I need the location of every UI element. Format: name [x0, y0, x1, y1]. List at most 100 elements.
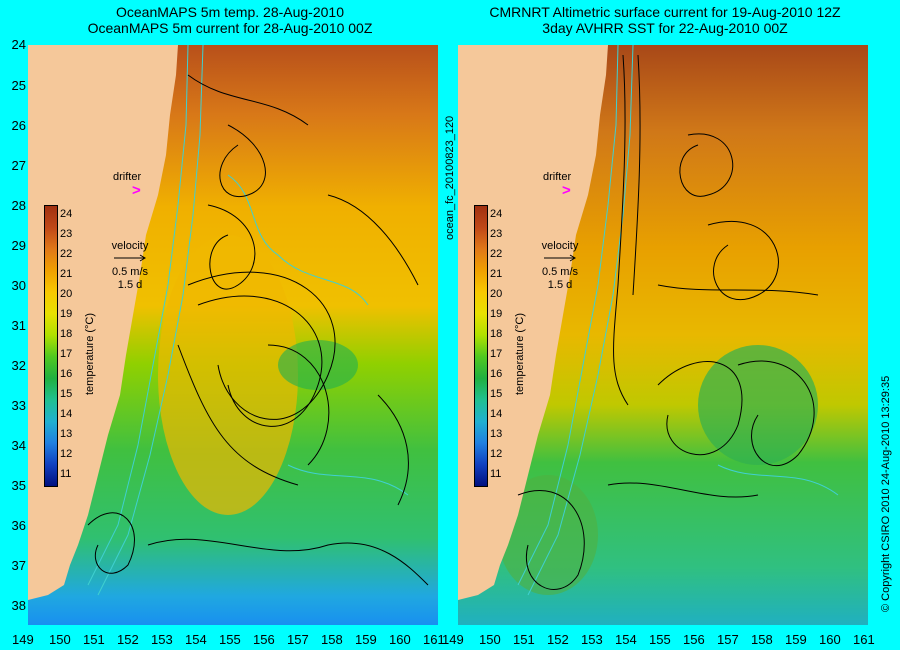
lat-label: 36 — [11, 518, 26, 533]
cbar-tick: 16 — [60, 368, 73, 380]
lat-label: 31 — [11, 318, 26, 333]
right-map-panel — [458, 45, 868, 625]
lat-label: 24 — [11, 37, 26, 52]
lat-label: 35 — [11, 478, 26, 493]
cold-eddy-south — [498, 475, 598, 595]
lat-label: 37 — [11, 558, 26, 573]
cbar-tick: 16 — [490, 368, 503, 380]
lon-label: 158 — [751, 632, 773, 647]
cbar-tick: 18 — [60, 328, 73, 340]
right-colorbar — [474, 205, 488, 487]
lon-label: 159 — [355, 632, 377, 647]
lon-label: 151 — [83, 632, 105, 647]
cbar-tick: 21 — [490, 268, 503, 280]
cbar-tick: 23 — [60, 228, 73, 240]
lon-label: 155 — [649, 632, 671, 647]
cbar-tick: 14 — [60, 408, 73, 420]
lon-label: 149 — [442, 632, 464, 647]
cbar-tick: 17 — [490, 348, 503, 360]
lon-label: 150 — [49, 632, 71, 647]
right-map-svg — [458, 45, 868, 625]
bathymetry-contours — [517, 45, 839, 596]
bathymetry-contours — [87, 45, 409, 596]
cbar-tick: 23 — [490, 228, 503, 240]
lat-label: 27 — [11, 158, 26, 173]
lon-label: 154 — [185, 632, 207, 647]
velocity-speed: 0.5 m/s — [541, 266, 579, 278]
lon-label: 150 — [479, 632, 501, 647]
right-title-line2: 3day AVHRR SST for 22-Aug-2010 00Z — [542, 20, 788, 36]
cbar-tick: 20 — [490, 288, 503, 300]
lon-label: 158 — [321, 632, 343, 647]
cbar-tick: 12 — [490, 448, 503, 460]
cbar-tick: 19 — [60, 308, 73, 320]
lon-label: 152 — [117, 632, 139, 647]
cbar-tick: 15 — [60, 388, 73, 400]
velocity-duration: 1.5 d — [547, 279, 573, 291]
velocity-speed: 0.5 m/s — [111, 266, 149, 278]
cbar-tick: 14 — [490, 408, 503, 420]
lat-label: 29 — [11, 238, 26, 253]
lon-label: 156 — [253, 632, 275, 647]
left-map-svg — [28, 45, 438, 625]
cbar-tick: 11 — [60, 468, 72, 480]
current-streamlines — [87, 74, 429, 586]
lon-label: 157 — [287, 632, 309, 647]
cbar-tick: 19 — [490, 308, 503, 320]
cbar-tick: 13 — [60, 428, 73, 440]
cold-eddy — [698, 345, 818, 465]
left-map-panel — [28, 45, 438, 625]
cold-eddy — [278, 340, 358, 390]
cbar-tick: 24 — [490, 208, 503, 220]
left-velocity-legend: velocity 0.5 m/s 1.5 d — [104, 240, 156, 292]
right-drifter-marker-icon: > — [562, 182, 571, 199]
lon-label: 161 — [853, 632, 875, 647]
current-streamlines — [517, 54, 819, 590]
lon-label: 149 — [12, 632, 34, 647]
left-title-line2: OceanMAPS 5m current for 28-Aug-2010 00Z — [87, 20, 373, 36]
australia-land — [28, 45, 178, 600]
lon-label: 154 — [615, 632, 637, 647]
lat-label: 26 — [11, 118, 26, 133]
left-title-line1: OceanMAPS 5m temp. 28-Aug-2010 — [115, 4, 344, 20]
lon-label: 157 — [717, 632, 739, 647]
cbar-tick: 21 — [60, 268, 73, 280]
velocity-label: velocity — [111, 240, 149, 252]
right-panel-title: CMRNRT Altimetric surface current for 19… — [450, 4, 880, 36]
cbar-tick: 12 — [60, 448, 73, 460]
velocity-arrow-icon — [544, 254, 576, 262]
right-velocity-legend: velocity 0.5 m/s 1.5 d — [534, 240, 586, 292]
lon-label: 151 — [513, 632, 535, 647]
velocity-duration: 1.5 d — [117, 279, 143, 291]
lat-label: 33 — [11, 398, 26, 413]
velocity-arrow-icon — [114, 254, 146, 262]
right-drifter-label: drifter — [543, 171, 572, 183]
lat-label: 25 — [11, 78, 26, 93]
left-panel-title: OceanMAPS 5m temp. 28-Aug-2010 OceanMAPS… — [20, 4, 440, 36]
lat-label: 34 — [11, 438, 26, 453]
lon-label: 153 — [151, 632, 173, 647]
cbar-tick: 15 — [490, 388, 503, 400]
lon-label: 155 — [219, 632, 241, 647]
lon-label: 160 — [389, 632, 411, 647]
cbar-tick: 24 — [60, 208, 73, 220]
right-colorbar-title: temperature (°C) — [514, 312, 526, 395]
cbar-tick: 20 — [60, 288, 73, 300]
lon-label: 153 — [581, 632, 603, 647]
file-id-label: ocean_fc_20100823_120 — [444, 115, 456, 240]
lon-label: 159 — [785, 632, 807, 647]
left-colorbar — [44, 205, 58, 487]
lon-label: 156 — [683, 632, 705, 647]
lon-label: 160 — [819, 632, 841, 647]
left-drifter-marker-icon: > — [132, 182, 141, 199]
cbar-tick: 22 — [490, 248, 503, 260]
copyright-label: © Copyright CSIRO 2010 24-Aug-2010 13:29… — [880, 375, 892, 612]
warm-eddy — [158, 235, 298, 515]
left-colorbar-title: temperature (°C) — [84, 312, 96, 395]
velocity-label: velocity — [541, 240, 579, 252]
cbar-tick: 13 — [490, 428, 503, 440]
cbar-tick: 22 — [60, 248, 73, 260]
lat-label: 30 — [11, 278, 26, 293]
cbar-tick: 18 — [490, 328, 503, 340]
australia-land — [458, 45, 608, 600]
